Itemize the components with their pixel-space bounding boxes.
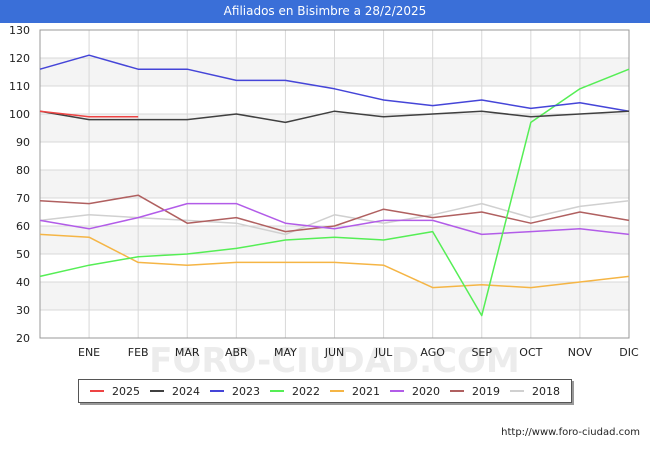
series-line-2023 bbox=[39, 54, 630, 112]
legend-label: 2020 bbox=[412, 384, 440, 398]
legend-swatch bbox=[510, 390, 524, 392]
legend-item-2020: 2020 bbox=[390, 385, 440, 398]
series-line-2024 bbox=[39, 110, 630, 124]
x-tick-label: ENE bbox=[78, 346, 100, 359]
legend-swatch bbox=[270, 390, 284, 392]
series-line-2025 bbox=[39, 110, 139, 118]
legend-label: 2024 bbox=[172, 384, 200, 398]
x-tick-label: AGO bbox=[420, 346, 445, 359]
y-tick-label: 40 bbox=[16, 276, 30, 289]
legend-item-2021: 2021 bbox=[330, 385, 380, 398]
x-tick-label: JUN bbox=[324, 346, 345, 359]
x-tick-label: NOV bbox=[568, 346, 593, 359]
y-tick-label: 80 bbox=[16, 164, 30, 177]
legend: 2025 2024 2023 2022 2021 2020 2019 2018 bbox=[78, 379, 572, 403]
y-tick-label: 30 bbox=[16, 304, 30, 317]
legend-swatch bbox=[390, 390, 404, 392]
series-line-2020 bbox=[39, 202, 630, 236]
legend-label: 2023 bbox=[232, 384, 260, 398]
y-tick-label: 130 bbox=[9, 24, 30, 37]
x-tick-label: OCT bbox=[519, 346, 542, 359]
series-line-2019 bbox=[39, 194, 630, 233]
legend-item-2022: 2022 bbox=[270, 385, 320, 398]
y-tick-label: 70 bbox=[16, 192, 30, 205]
legend-swatch bbox=[90, 390, 104, 392]
y-tick-label: 90 bbox=[16, 136, 30, 149]
title-bar bbox=[0, 0, 650, 23]
chart-title: Afiliados en Bisimbre a 28/2/2025 bbox=[223, 4, 427, 18]
x-tick-label: DIC bbox=[619, 346, 639, 359]
legend-item-2023: 2023 bbox=[210, 385, 260, 398]
legend-label: 2025 bbox=[112, 384, 140, 398]
legend-label: 2019 bbox=[472, 384, 500, 398]
plot-border bbox=[39, 29, 630, 339]
x-tick-label: ABR bbox=[225, 346, 248, 359]
source-url[interactable]: http://www.foro-ciudad.com bbox=[501, 427, 640, 438]
x-tick-label: SEP bbox=[471, 346, 492, 359]
x-tick-label: FEB bbox=[128, 346, 149, 359]
series-line-2022 bbox=[39, 68, 630, 317]
legend-swatch bbox=[150, 390, 164, 392]
watermark: FORO-CIUDAD.COM bbox=[149, 341, 520, 381]
x-tick-label: MAY bbox=[274, 346, 297, 359]
y-tick-label: 110 bbox=[9, 80, 30, 93]
y-tick-label: 100 bbox=[9, 108, 30, 121]
series-line-2021 bbox=[39, 233, 630, 289]
x-tick-label: MAR bbox=[175, 346, 200, 359]
legend-swatch bbox=[330, 390, 344, 392]
legend-swatch bbox=[450, 390, 464, 392]
legend-item-2018: 2018 bbox=[510, 385, 560, 398]
legend-item-2024: 2024 bbox=[150, 385, 200, 398]
y-tick-label: 120 bbox=[9, 52, 30, 65]
legend-item-2019: 2019 bbox=[450, 385, 500, 398]
y-tick-label: 50 bbox=[16, 248, 30, 261]
legend-label: 2021 bbox=[352, 384, 380, 398]
y-tick-label: 60 bbox=[16, 220, 30, 233]
y-tick-label: 20 bbox=[16, 332, 30, 345]
legend-label: 2018 bbox=[532, 384, 560, 398]
legend-label: 2022 bbox=[292, 384, 320, 398]
legend-swatch bbox=[210, 390, 224, 392]
legend-item-2025: 2025 bbox=[90, 385, 140, 398]
x-tick-label: JUL bbox=[374, 346, 393, 359]
